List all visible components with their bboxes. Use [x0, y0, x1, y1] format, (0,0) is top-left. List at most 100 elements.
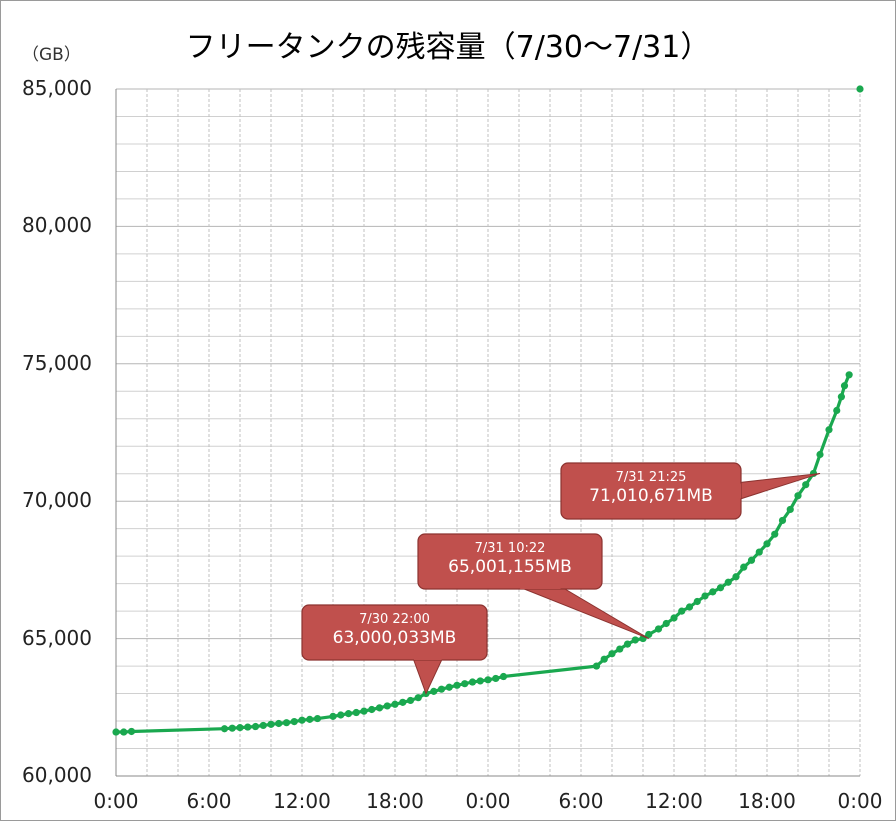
callout-box — [301, 604, 488, 661]
data-point — [778, 516, 787, 525]
data-point — [282, 719, 291, 727]
y-tick-label: 70,000 — [22, 488, 92, 513]
x-tick-label: 0:00 — [93, 789, 139, 813]
callout-value: 63,000,033MB — [332, 628, 457, 649]
y-tick-label: 60,000 — [22, 763, 92, 787]
plot-area — [116, 89, 860, 776]
data-point — [352, 708, 360, 717]
data-point — [786, 505, 794, 514]
y-axis-unit: （GB） — [22, 45, 81, 65]
data-point — [645, 630, 653, 639]
data-point — [678, 607, 686, 615]
data-point — [267, 720, 275, 728]
data-point — [740, 563, 748, 571]
data-point — [298, 716, 306, 724]
data-point — [724, 578, 732, 586]
data-point — [236, 724, 244, 732]
callout-box — [417, 533, 603, 590]
callout-seam — [414, 657, 442, 660]
data-point — [375, 704, 384, 712]
data-point — [430, 687, 438, 695]
y-tick-label: 85,000 — [22, 76, 92, 100]
data-point — [127, 727, 136, 736]
data-point — [251, 722, 260, 731]
data-point — [499, 672, 508, 681]
x-tick-label: 6:00 — [558, 789, 604, 813]
data-point — [755, 548, 763, 556]
data-point — [220, 725, 229, 733]
data-point — [833, 406, 841, 415]
data-point — [290, 717, 298, 726]
x-tick-label: 6:00 — [186, 789, 232, 813]
data-point — [747, 556, 756, 564]
data-point — [716, 584, 725, 592]
data-point — [437, 685, 446, 693]
data-point — [763, 540, 771, 548]
data-point — [228, 724, 236, 732]
data-point — [794, 492, 802, 500]
callout-timestamp: 7/30 22:00 — [359, 612, 430, 627]
data-point — [856, 85, 864, 93]
data-point — [329, 712, 337, 720]
data-point — [592, 662, 601, 670]
data-point — [344, 710, 353, 718]
data-point — [616, 645, 624, 653]
data-point — [244, 723, 252, 731]
x-tick-label: 0:00 — [837, 789, 883, 813]
callout-value: 65,001,155MB — [448, 557, 572, 578]
callout-seam — [520, 586, 561, 589]
data-point — [771, 530, 779, 538]
data-point — [701, 592, 709, 600]
data-point — [368, 705, 376, 714]
data-point — [608, 650, 616, 658]
callout-label: 7/30 22:00 63,000,033MB — [302, 612, 487, 649]
x-tick-label: 18:00 — [738, 789, 796, 813]
data-point — [670, 614, 678, 622]
data-point — [112, 728, 120, 736]
data-point — [845, 371, 853, 379]
data-point — [468, 678, 477, 686]
data-point — [732, 573, 740, 581]
data-point — [120, 728, 128, 736]
data-point — [693, 597, 701, 606]
callout-label: 7/31 10:22 65,001,155MB — [418, 541, 602, 578]
callout-label: 7/31 21:25 71,010,671MB — [561, 470, 741, 507]
callout-timestamp: 7/31 21:25 — [615, 470, 687, 485]
data-point — [631, 636, 639, 644]
data-point — [313, 714, 322, 723]
data-point — [840, 382, 849, 390]
data-point — [623, 640, 632, 648]
x-tick-label: 0:00 — [465, 789, 511, 813]
data-point — [399, 698, 407, 706]
data-point — [275, 719, 283, 728]
data-point — [662, 619, 670, 628]
data-point — [383, 702, 391, 710]
y-tick-label: 65,000 — [22, 625, 92, 650]
x-tick-label: 18:00 — [366, 789, 424, 813]
data-point — [476, 677, 484, 685]
data-point — [654, 625, 663, 633]
data-point — [802, 481, 810, 489]
data-point — [414, 694, 422, 702]
x-tick-label: 12:00 — [645, 789, 703, 813]
data-point — [816, 450, 824, 459]
data-point — [406, 696, 415, 705]
y-tick-label: 80,000 — [22, 213, 92, 238]
x-tick-label: 12:00 — [273, 789, 331, 813]
data-point — [445, 683, 453, 691]
callout-value: 71,010,671MB — [589, 486, 713, 507]
data-point — [337, 711, 345, 719]
data-point — [600, 655, 608, 663]
data-point — [461, 680, 469, 688]
data-point — [709, 588, 717, 596]
data-point — [837, 393, 846, 401]
data-point — [360, 707, 368, 715]
callout-seam — [738, 483, 741, 499]
data-point — [685, 603, 694, 611]
data-point — [484, 676, 492, 684]
data-point — [259, 721, 267, 730]
callout-timestamp: 7/31 10:22 — [474, 541, 546, 556]
data-point — [492, 674, 500, 683]
data-point — [391, 700, 399, 708]
